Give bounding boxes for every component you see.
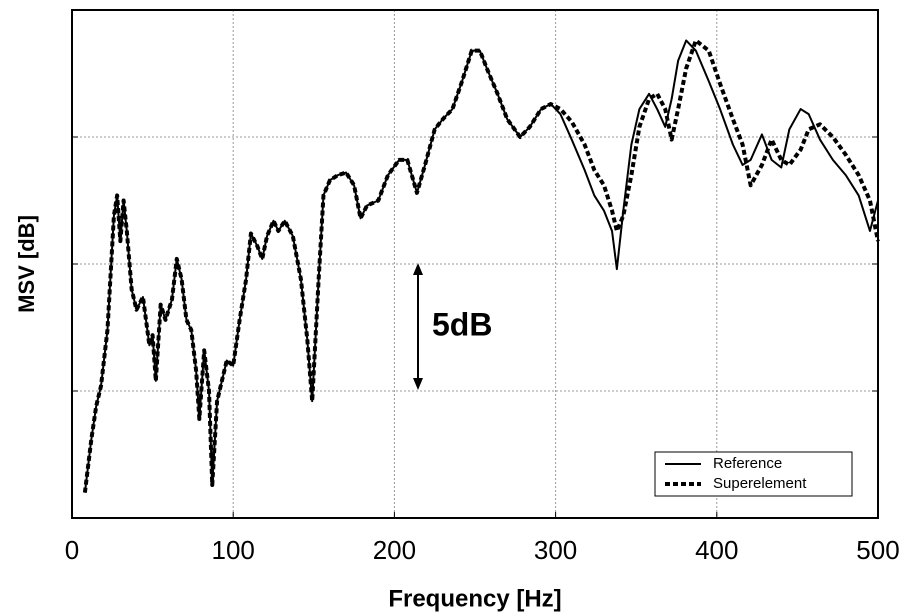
legend-box (654, 451, 853, 497)
x-tick-label: 300 (534, 535, 577, 565)
x-axis-label: Frequency [Hz] (388, 585, 561, 612)
x-tick-label: 200 (373, 535, 416, 565)
x-tick-label: 400 (695, 535, 738, 565)
x-tick-label: 100 (212, 535, 255, 565)
series-line (82, 38, 880, 493)
plot-frame (71, 9, 879, 519)
x-tick-label: 0 (65, 535, 79, 565)
legend-label: Superelement (713, 475, 807, 492)
y-axis-label: MSV [dB] (14, 215, 39, 313)
scale-arrow (413, 263, 423, 390)
legend: Reference Superelement (654, 451, 853, 497)
series-line (83, 39, 879, 493)
annotation: 5dB (432, 306, 492, 342)
legend-label: Reference (713, 455, 782, 472)
x-tick-label: 500 (856, 535, 899, 565)
